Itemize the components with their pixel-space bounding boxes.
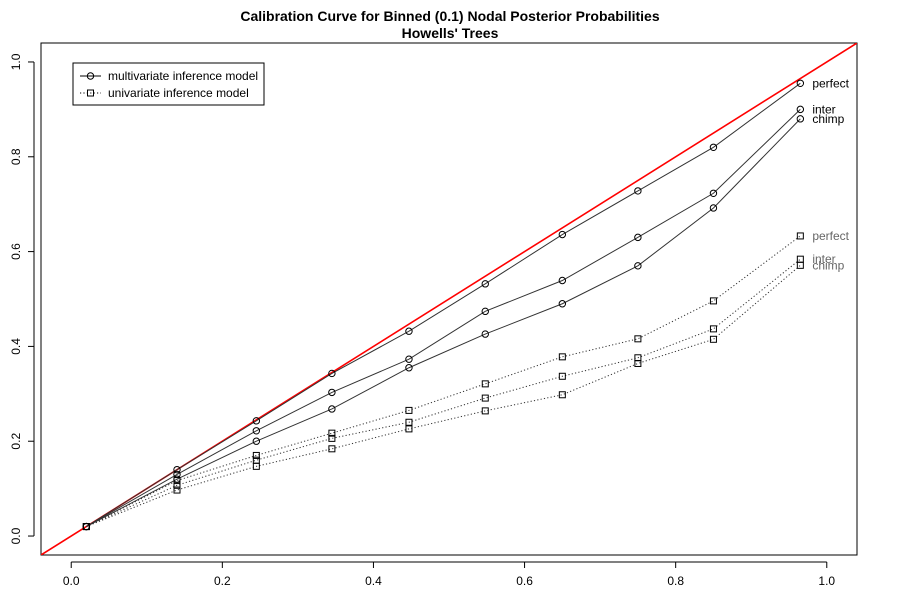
data-point [328,434,336,442]
data-point [481,380,489,388]
data-point [328,388,336,397]
data-point [252,417,261,425]
x-tick-label: 0.0 [63,574,80,588]
data-point [796,261,804,269]
data-point [252,437,261,445]
data-point [173,481,181,489]
series-univariate-chimp [82,261,804,531]
data-point [634,359,642,367]
legend-label: univariate inference model [108,86,249,100]
data-point [709,143,718,151]
data-point [634,335,642,343]
series-end-label: perfect [812,229,849,243]
chart-subtitle: Howells' Trees [401,25,499,41]
data-point [481,307,489,316]
data-point [173,465,181,474]
data-point [173,486,181,494]
data-point [173,477,181,485]
data-point [558,300,567,308]
data-point [709,189,718,197]
series-multivariate-chimp [82,115,805,531]
data-point [709,335,717,343]
data-point [481,330,489,338]
data-point [328,429,336,437]
data-point [558,391,566,399]
data-point [709,204,718,212]
data-point [481,394,489,402]
series-line [86,264,801,528]
series-end-label: chimp [812,112,844,126]
y-tick-label: 0.6 [9,243,23,260]
data-point [481,280,489,288]
y-tick-label: 0.2 [9,433,23,450]
series-multivariate-inter [82,105,805,531]
series-univariate-perfect [82,232,804,531]
data-point [405,327,413,335]
series-end-label: inter [812,102,835,116]
data-point [709,325,717,333]
y-tick-label: 1.0 [9,53,23,70]
data-point [796,105,805,114]
legend: multivariate inference model univariate i… [72,62,265,106]
data-point [405,418,413,426]
legend-marker [87,89,94,97]
data-point [405,355,413,363]
series-line [86,118,801,527]
data-point [796,255,804,263]
data-point [252,462,260,470]
series-univariate-inter [82,255,804,531]
x-tick-label: 0.8 [667,574,684,588]
data-point [252,427,261,435]
chart-title: Calibration Curve for Binned (0.1) Nodal… [240,8,660,24]
series-line [86,258,801,528]
y-tick-label: 0.4 [9,338,23,355]
series-end-label: chimp [812,258,844,272]
data-point [796,115,805,123]
x-tick-label: 0.6 [516,574,533,588]
data-point [252,451,260,459]
y-tick-label: 0.8 [9,148,23,165]
series-line [86,235,801,528]
data-point [405,406,413,414]
data-point [709,297,717,305]
series-line [86,82,801,527]
data-point [328,445,336,453]
data-point [328,405,336,413]
series-end-label: perfect [812,76,849,90]
data-point [634,262,642,270]
data-point [558,353,566,361]
legend-marker [86,72,95,80]
plot-frame [40,42,858,556]
data-point [328,369,336,378]
series-line [86,109,801,527]
data-point [405,364,413,372]
data-point [796,79,805,87]
legend-box [72,62,265,106]
legend-label: multivariate inference model [108,69,258,83]
data-point [634,233,642,242]
data-point [82,523,90,531]
data-point [558,276,567,285]
data-point [796,232,804,240]
x-tick-label: 0.4 [365,574,382,588]
x-tick-label: 0.2 [214,574,231,588]
y-tick-label: 0.0 [9,527,23,544]
x-tick-label: 1.0 [818,574,835,588]
series-multivariate-perfect [82,79,805,531]
data-point [558,230,567,239]
data-point [558,372,566,380]
data-point [634,187,642,195]
series-end-label: inter [812,252,835,266]
data-point [405,425,413,433]
data-point [481,407,489,415]
